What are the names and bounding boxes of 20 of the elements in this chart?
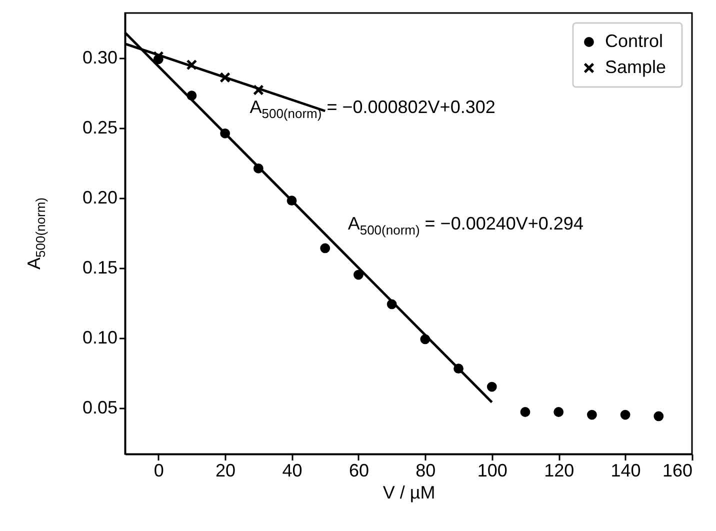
legend-label: Control [604, 31, 664, 51]
x-tick-label: 140 [610, 460, 641, 480]
x-tick-label: 60 [348, 460, 369, 480]
x-axis-title: V / µM [382, 482, 436, 502]
x-tick-label: 40 [282, 460, 302, 480]
y-tick-label: 0.15 [82, 257, 118, 278]
y-tick-label: 0.20 [82, 187, 118, 208]
text: A500(norm) [24, 198, 48, 270]
legend-label: Sample [604, 57, 666, 77]
y-tick-label: 0.05 [82, 397, 118, 418]
x-tick-label: 100 [477, 460, 508, 480]
x-tick-label: 160 [662, 460, 692, 480]
x-tick-label: 20 [216, 460, 236, 480]
y-tick-label: 0.10 [82, 327, 118, 348]
x-tick-label: 0 [154, 460, 164, 480]
x-tick-label: 120 [544, 460, 574, 480]
text: = −0.000802V+0.302 [326, 96, 496, 117]
y-tick-label: 0.30 [82, 47, 118, 68]
y-tick-label: 0.25 [82, 117, 118, 138]
x-tick-label: 80 [416, 460, 436, 480]
